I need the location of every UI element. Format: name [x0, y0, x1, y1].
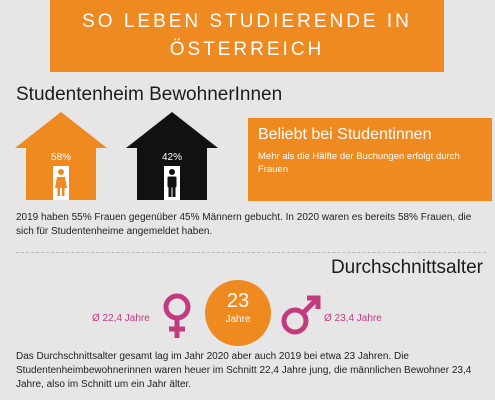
title-line-1: SO LEBEN STUDIERENDE IN	[82, 11, 412, 32]
title-line-2: ÖSTERREICH	[169, 39, 325, 60]
man-icon	[167, 169, 177, 197]
residents-paragraph: 2019 haben 55% Frauen gegenüber 45% Männ…	[16, 212, 472, 237]
male-house-icon: 42%	[124, 110, 220, 202]
male-percentage: 42%	[161, 152, 182, 163]
section-title-residents: Studentenheim BewohnerInnen	[16, 84, 283, 105]
male-symbol-icon	[281, 295, 321, 335]
title-banner: SO LEBEN STUDIERENDE IN ÖSTERREICH	[50, 0, 444, 72]
callout-box: Beliebt bei Studentinnen Mehr als die Hä…	[248, 118, 492, 201]
female-average-age: Ø 22,4 Jahre	[92, 313, 150, 324]
callout-title: Beliebt bei Studentinnen	[258, 126, 432, 143]
average-age-unit: Jahre	[225, 314, 251, 325]
woman-icon	[55, 169, 67, 196]
female-symbol-icon	[163, 293, 191, 338]
female-percentage: 58%	[50, 152, 71, 163]
average-age-number: 23	[226, 290, 250, 312]
average-age-circle: 23 Jahre	[205, 280, 271, 346]
female-house-icon: 58%	[13, 110, 109, 202]
section-divider	[16, 252, 486, 253]
age-paragraph: Das Durchschnittsalter gesamt lag im Jah…	[16, 351, 472, 390]
callout-text: Mehr als die Hälfte der Buchungen erfolg…	[258, 151, 460, 175]
male-average-age: Ø 23,4 Jahre	[324, 313, 382, 324]
section-title-age: Durchschnittsalter	[330, 257, 483, 278]
